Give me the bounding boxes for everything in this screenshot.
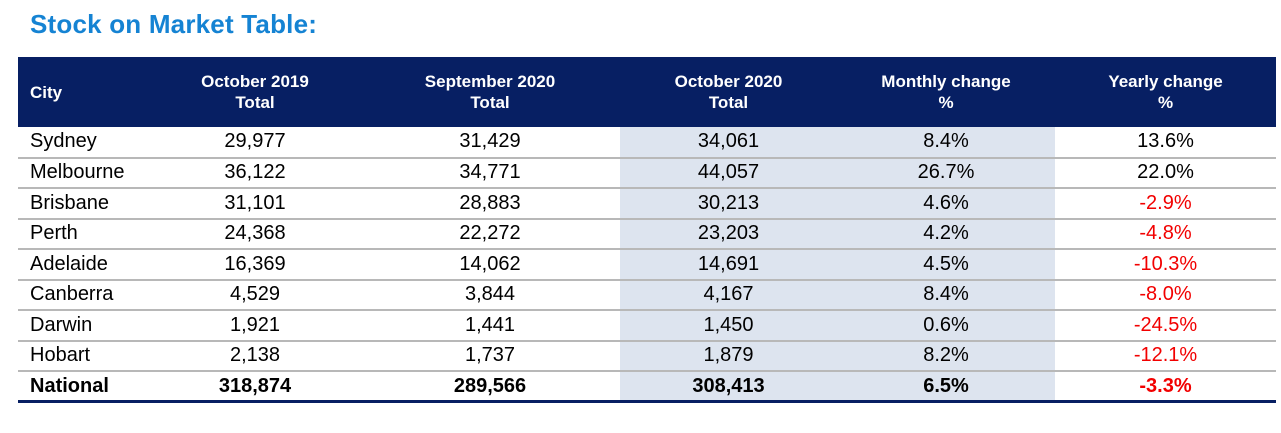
col-header-september-2020-total: September 2020 Total: [360, 57, 620, 127]
cell-oct2019: 2,138: [150, 340, 360, 372]
cell-sep2020: 1,737: [360, 340, 620, 372]
cell-oct2020: 30,213: [620, 188, 837, 220]
cell-yearly-change: -3.3%: [1055, 371, 1276, 403]
table-row-perth: Perth 24,368 22,272 23,203 4.2% -4.8%: [18, 218, 1276, 250]
col-header-october-2019-total: October 2019 Total: [150, 57, 360, 127]
table-row-brisbane: Brisbane 31,101 28,883 30,213 4.6% -2.9%: [18, 188, 1276, 220]
cell-oct2020: 308,413: [620, 371, 837, 403]
cell-oct2019: 16,369: [150, 249, 360, 281]
cell-city: Brisbane: [18, 188, 150, 220]
cell-oct2019: 318,874: [150, 371, 360, 403]
cell-monthly-change: 4.5%: [837, 249, 1055, 281]
cell-yearly-change: 13.6%: [1055, 127, 1276, 159]
table-header-row: City October 2019 Total September 2020 T…: [18, 57, 1276, 127]
cell-monthly-change: 6.5%: [837, 371, 1055, 403]
cell-monthly-change: 4.2%: [837, 218, 1055, 250]
table-row-hobart: Hobart 2,138 1,737 1,879 8.2% -12.1%: [18, 340, 1276, 372]
table-row-darwin: Darwin 1,921 1,441 1,450 0.6% -24.5%: [18, 310, 1276, 342]
cell-oct2020: 44,057: [620, 157, 837, 189]
cell-yearly-change: -10.3%: [1055, 249, 1276, 281]
cell-sep2020: 3,844: [360, 279, 620, 311]
table-row-melbourne: Melbourne 36,122 34,771 44,057 26.7% 22.…: [18, 157, 1276, 189]
stock-on-market-table: City October 2019 Total September 2020 T…: [18, 57, 1276, 403]
cell-city: Perth: [18, 218, 150, 250]
cell-monthly-change: 8.4%: [837, 127, 1055, 159]
cell-monthly-change: 0.6%: [837, 310, 1055, 342]
cell-monthly-change: 8.2%: [837, 340, 1055, 372]
cell-monthly-change: 26.7%: [837, 157, 1055, 189]
cell-city: Melbourne: [18, 157, 150, 189]
cell-sep2020: 34,771: [360, 157, 620, 189]
cell-city: Sydney: [18, 127, 150, 159]
table-row-adelaide: Adelaide 16,369 14,062 14,691 4.5% -10.3…: [18, 249, 1276, 281]
cell-oct2019: 4,529: [150, 279, 360, 311]
cell-monthly-change: 4.6%: [837, 188, 1055, 220]
cell-sep2020: 14,062: [360, 249, 620, 281]
cell-monthly-change: 8.4%: [837, 279, 1055, 311]
table-row-sydney: Sydney 29,977 31,429 34,061 8.4% 13.6%: [18, 127, 1276, 159]
col-header-city: City: [18, 57, 150, 127]
col-header-monthly-change: Monthly change %: [837, 57, 1055, 127]
cell-oct2019: 31,101: [150, 188, 360, 220]
cell-oct2020: 14,691: [620, 249, 837, 281]
cell-oct2019: 24,368: [150, 218, 360, 250]
cell-oct2020: 4,167: [620, 279, 837, 311]
cell-oct2020: 1,879: [620, 340, 837, 372]
cell-oct2019: 36,122: [150, 157, 360, 189]
cell-oct2019: 1,921: [150, 310, 360, 342]
cell-sep2020: 1,441: [360, 310, 620, 342]
cell-sep2020: 31,429: [360, 127, 620, 159]
cell-oct2020: 1,450: [620, 310, 837, 342]
col-header-october-2020-total: October 2020 Total: [620, 57, 837, 127]
cell-yearly-change: 22.0%: [1055, 157, 1276, 189]
cell-city: National: [18, 371, 150, 403]
cell-yearly-change: -4.8%: [1055, 218, 1276, 250]
cell-city: Hobart: [18, 340, 150, 372]
cell-oct2020: 23,203: [620, 218, 837, 250]
cell-sep2020: 22,272: [360, 218, 620, 250]
table-row-national-total: National 318,874 289,566 308,413 6.5% -3…: [18, 371, 1276, 403]
col-header-yearly-change: Yearly change %: [1055, 57, 1276, 127]
cell-sep2020: 289,566: [360, 371, 620, 403]
cell-oct2019: 29,977: [150, 127, 360, 159]
cell-city: Adelaide: [18, 249, 150, 281]
cell-city: Canberra: [18, 279, 150, 311]
cell-sep2020: 28,883: [360, 188, 620, 220]
table-row-canberra: Canberra 4,529 3,844 4,167 8.4% -8.0%: [18, 279, 1276, 311]
page-title: Stock on Market Table:: [30, 9, 318, 39]
cell-city: Darwin: [18, 310, 150, 342]
cell-yearly-change: -2.9%: [1055, 188, 1276, 220]
cell-yearly-change: -12.1%: [1055, 340, 1276, 372]
cell-yearly-change: -8.0%: [1055, 279, 1276, 311]
cell-yearly-change: -24.5%: [1055, 310, 1276, 342]
cell-oct2020: 34,061: [620, 127, 837, 159]
